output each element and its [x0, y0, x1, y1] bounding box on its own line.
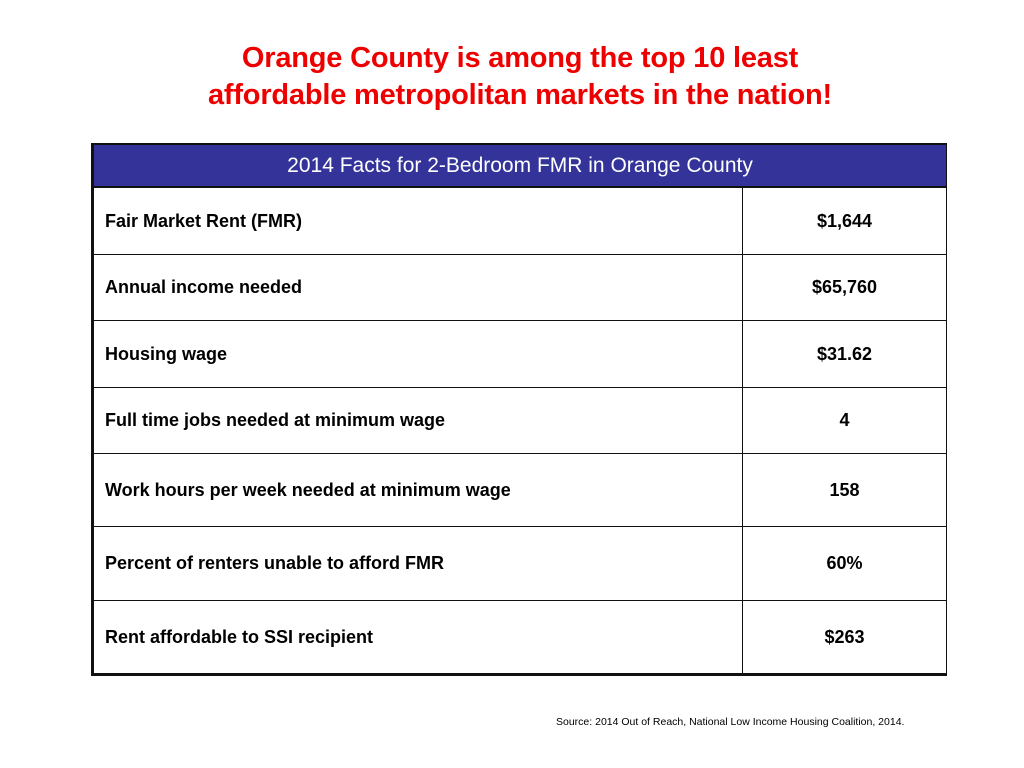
row-label: Work hours per week needed at minimum wa… [92, 453, 743, 527]
row-value: $1,644 [742, 187, 947, 255]
row-value: $65,760 [742, 254, 947, 321]
table-row: Percent of renters unable to afford FMR … [92, 526, 947, 601]
row-label: Housing wage [92, 320, 743, 388]
slide-title-line-1: Orange County is among the top 10 least [241, 42, 799, 74]
table-row: Work hours per week needed at minimum wa… [92, 453, 947, 527]
row-value: 60% [742, 526, 947, 601]
source-note: Source: 2014 Out of Reach, National Low … [556, 716, 905, 728]
row-value: 158 [742, 453, 947, 527]
row-value: 4 [742, 387, 947, 454]
row-value: $263 [824, 626, 865, 647]
facts-table: 2014 Facts for 2-Bedroom FMR in Orange C… [91, 143, 948, 676]
slide-title-line-2: affordable metropolitan markets in the n… [207, 79, 833, 111]
table-row: Annual income needed $65,760 [92, 254, 947, 321]
row-label: Full time jobs needed at minimum wage [92, 387, 743, 454]
row-label: Fair Market Rent (FMR) [92, 187, 743, 255]
table-row: Fair Market Rent (FMR) $1,644 [92, 187, 947, 255]
row-label: Rent affordable to SSI recipient [92, 600, 743, 675]
table-header-row: 2014 Facts for 2-Bedroom FMR in Orange C… [92, 144, 947, 188]
table-row: Housing wage $31.62 [92, 320, 947, 388]
table-header: 2014 Facts for 2-Bedroom FMR in Orange C… [92, 144, 947, 188]
table-row: Rent affordable to SSI recipient $263 [92, 600, 947, 675]
row-value: $31.62 [742, 320, 947, 388]
slide-title: Orange County is among the top 10 least … [0, 40, 1024, 114]
row-label: Percent of renters unable to afford FMR [92, 526, 743, 601]
table-row: Full time jobs needed at minimum wage 4 [92, 387, 947, 454]
row-label: Annual income needed [92, 254, 743, 321]
